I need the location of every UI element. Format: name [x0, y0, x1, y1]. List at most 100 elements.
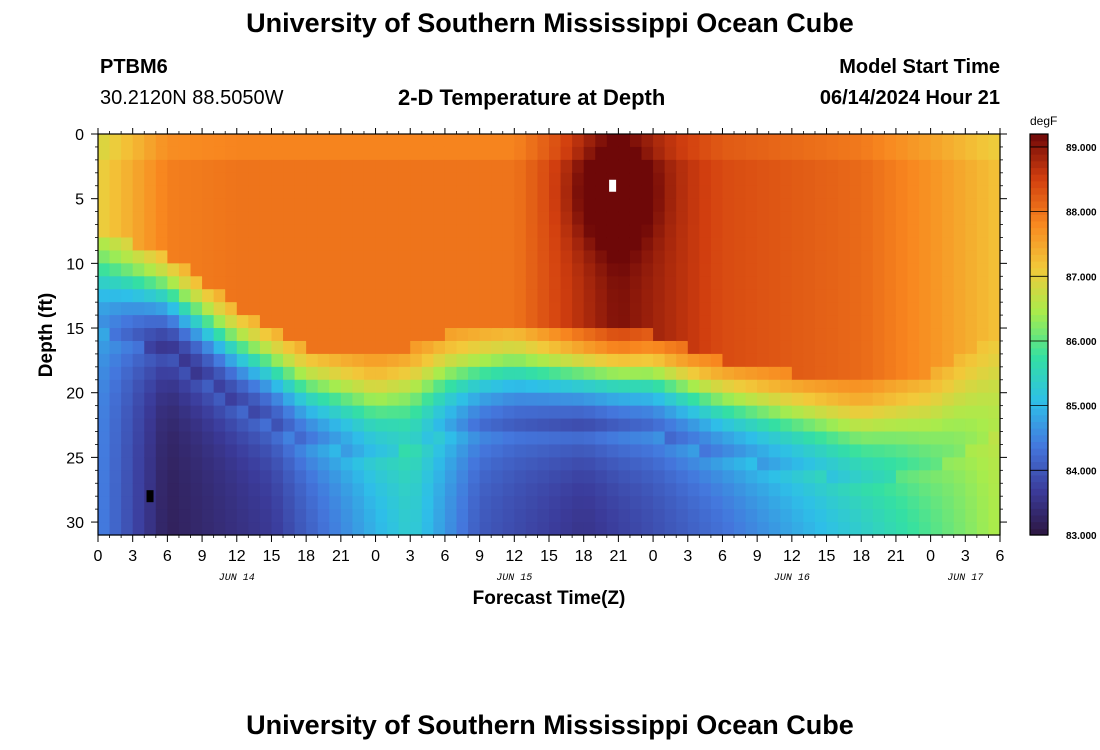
heatmap-cell	[768, 328, 781, 342]
heatmap-cell	[213, 146, 226, 161]
heatmap-cell	[895, 353, 909, 368]
heatmap-cell	[190, 315, 203, 329]
heatmap-cell	[479, 198, 492, 213]
colorbar-segment	[1030, 154, 1048, 162]
heatmap-cell	[791, 483, 805, 497]
heatmap-cell	[757, 315, 770, 329]
heatmap-cell	[664, 483, 677, 497]
heatmap-cell	[976, 522, 990, 536]
heatmap-cell	[225, 444, 238, 458]
heatmap-cell	[549, 276, 562, 290]
heatmap-cell	[768, 457, 781, 471]
heatmap-cell	[745, 159, 758, 174]
heatmap-cell	[283, 379, 296, 394]
heatmap-cell	[919, 340, 932, 355]
heatmap-cell	[340, 263, 354, 277]
heatmap-cell	[560, 496, 573, 510]
heatmap-cell	[525, 418, 539, 433]
heatmap-cell	[479, 353, 492, 368]
heatmap-cell	[121, 146, 134, 161]
heatmap-cell	[814, 134, 828, 148]
heatmap-cell	[202, 198, 215, 213]
colorbar-segment	[1030, 187, 1048, 195]
heatmap-cell	[988, 444, 1001, 458]
heatmap-cell	[942, 457, 955, 471]
heatmap-cell	[745, 366, 758, 381]
heatmap-cell	[502, 340, 515, 355]
heatmap-cell	[965, 366, 978, 381]
heatmap-cell	[757, 159, 770, 174]
heatmap-cell	[549, 457, 562, 471]
heatmap-cell	[734, 431, 747, 446]
heatmap-cell	[942, 250, 955, 264]
heatmap-cell	[502, 250, 515, 264]
heatmap-cell	[109, 237, 122, 252]
heatmap-cell	[178, 340, 192, 355]
heatmap-cell	[340, 224, 354, 239]
heatmap-cell	[363, 250, 377, 264]
heatmap-cell	[340, 185, 354, 200]
heatmap-cell	[942, 172, 955, 187]
heatmap-cell	[109, 457, 122, 471]
heatmap-cell	[699, 353, 712, 368]
heatmap-cell	[861, 237, 874, 252]
heatmap-cell	[745, 172, 758, 187]
heatmap-cell	[549, 431, 562, 446]
heatmap-cell	[294, 418, 307, 433]
heatmap-cell	[676, 418, 689, 433]
heatmap-cell	[664, 250, 677, 264]
heatmap-cell	[433, 315, 446, 329]
heatmap-cell	[410, 328, 423, 342]
heatmap-cell	[387, 198, 400, 213]
heatmap-cell	[930, 224, 943, 239]
heatmap-cell	[294, 431, 307, 446]
heatmap-cell	[953, 328, 966, 342]
heatmap-cell	[109, 418, 122, 433]
heatmap-cell	[190, 522, 203, 536]
heatmap-cell	[306, 315, 319, 329]
heatmap-cell	[710, 405, 724, 420]
heatmap-cell	[491, 172, 504, 187]
heatmap-cell	[259, 159, 273, 174]
heatmap-cell	[283, 302, 296, 316]
heatmap-cell	[248, 483, 261, 497]
heatmap-cell	[468, 172, 481, 187]
heatmap-cell	[942, 211, 955, 226]
heatmap-cell	[618, 353, 631, 368]
heatmap-cell	[791, 328, 805, 342]
heatmap-cell	[768, 379, 781, 394]
heatmap-cell	[363, 366, 377, 381]
heatmap-cell	[109, 315, 122, 329]
heatmap-cell	[641, 237, 654, 252]
heatmap-cell	[144, 379, 157, 394]
heatmap-cell	[641, 509, 654, 523]
heatmap-cell	[271, 431, 284, 446]
heatmap-cell	[236, 340, 249, 355]
heatmap-cell	[329, 276, 342, 290]
y-tick-label: 10	[66, 256, 84, 273]
heatmap-cell	[595, 302, 608, 316]
heatmap-cell	[248, 146, 261, 161]
heatmap-cell	[340, 444, 354, 458]
heatmap-cell	[98, 340, 111, 355]
heatmap-cell	[687, 263, 700, 277]
heatmap-cell	[444, 431, 458, 446]
heatmap-cell	[653, 237, 666, 252]
heatmap-cell	[930, 134, 943, 148]
heatmap-cell	[572, 250, 585, 264]
heatmap-cell	[572, 366, 585, 381]
heatmap-cell	[202, 340, 215, 355]
heatmap-cell	[225, 263, 238, 277]
heatmap-cell	[757, 457, 770, 471]
heatmap-cell	[595, 276, 608, 290]
heatmap-cell	[144, 134, 157, 148]
heatmap-cell	[664, 444, 677, 458]
heatmap-cell	[953, 340, 966, 355]
heatmap-cell	[826, 237, 839, 252]
heatmap-cell	[213, 522, 226, 536]
heatmap-cell	[699, 237, 712, 252]
heatmap-cell	[595, 483, 608, 497]
heatmap-cell	[98, 250, 111, 264]
heatmap-cell	[375, 263, 388, 277]
heatmap-cell	[699, 211, 712, 226]
